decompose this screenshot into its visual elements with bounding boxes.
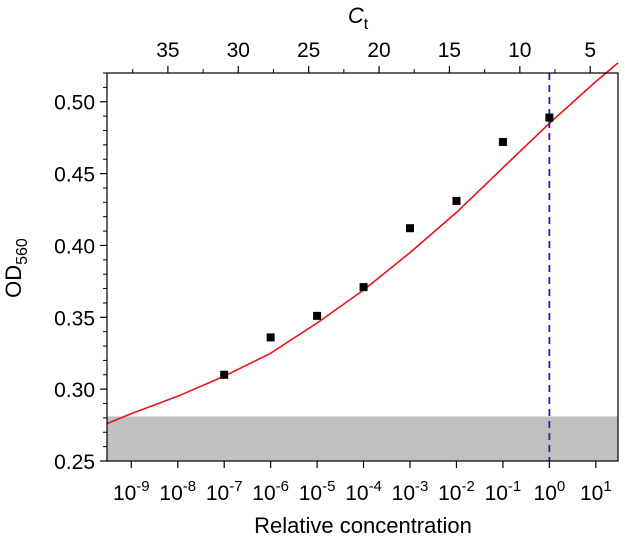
x-tick-label-exponent: -1 [508,478,521,495]
data-point-5 [406,224,415,233]
top-axis-title: Ct [348,3,369,33]
x-tick-label: 10-5 [299,478,336,505]
x-tick-label-exponent: -8 [183,478,196,495]
detection-limit-band [107,416,618,461]
x-tick-label-exponent: -6 [276,478,289,495]
x-axis-title: Relative concentration [254,513,472,538]
x-tick-label-exponent: 1 [603,478,611,495]
x-tick-label: 100 [534,478,566,505]
x-tick-label-base: 10 [299,482,322,505]
axes-layer [100,66,619,468]
data-point-6 [452,196,461,205]
x-tick-label: 10-8 [159,478,196,505]
data-point-2 [266,333,275,342]
top-tick-label: 10 [508,39,531,62]
data-point-4 [359,283,368,292]
data-points-layer [220,113,554,379]
x-tick-label: 10-4 [345,478,382,505]
x-tick-label-exponent: -7 [229,478,242,495]
x-tick-label: 10-2 [438,478,475,505]
top-axis-title-sub: t [364,16,369,33]
x-tick-label-exponent: -4 [369,478,382,495]
x-tick-label-base: 10 [345,482,368,505]
x-tick-label: 10-6 [252,478,289,505]
x-tick-label-base: 10 [534,482,557,505]
x-tick-label-exponent: 0 [557,478,565,495]
y-tick-label: 0.45 [54,164,95,187]
y-tick-label: 0.30 [54,379,95,402]
x-tick-label-base: 10 [113,482,136,505]
top-axis-title-main: C [348,3,364,28]
x-tick-label: 10-1 [485,478,522,505]
top-tick-label: 20 [367,39,390,62]
x-tick-label-exponent: -9 [136,478,149,495]
top-tick-label: 15 [438,39,461,62]
x-tick-label: 10-3 [392,478,429,505]
x-tick-label: 10-7 [206,478,243,505]
y-axis-title: OD560 [1,238,31,298]
x-tick-label: 10-9 [113,478,150,505]
x-tick-label-base: 10 [159,482,182,505]
fit-curve [106,62,619,425]
x-tick-label-base: 10 [485,482,508,505]
data-point-7 [498,137,507,146]
x-tick-label-base: 10 [438,482,461,505]
x-tick-label: 101 [580,478,612,505]
fit-curve-layer [106,62,619,425]
x-tick-label-base: 10 [580,482,603,505]
y-axis-title-main: OD [1,265,26,298]
data-point-3 [313,311,322,320]
x-tick-label-exponent: -2 [461,478,474,495]
top-tick-label: 5 [584,39,596,62]
y-tick-label: 0.35 [54,307,95,330]
x-tick-label-base: 10 [392,482,415,505]
x-tick-label-exponent: -3 [415,478,428,495]
y-axis-title-sub: 560 [14,238,31,265]
x-tick-label-base: 10 [252,482,275,505]
y-tick-label: 0.25 [54,451,95,474]
top-tick-label: 30 [227,39,250,62]
x-tick-label-base: 10 [206,482,229,505]
data-point-1 [220,370,229,379]
x-tick-label-exponent: -5 [322,478,335,495]
top-tick-label: 25 [297,39,320,62]
plot-frame [106,72,619,462]
data-point-8 [545,113,554,122]
y-tick-label: 0.40 [54,235,95,258]
detection-band-layer [107,416,618,461]
top-tick-label: 35 [156,39,179,62]
y-tick-label: 0.50 [54,92,95,115]
